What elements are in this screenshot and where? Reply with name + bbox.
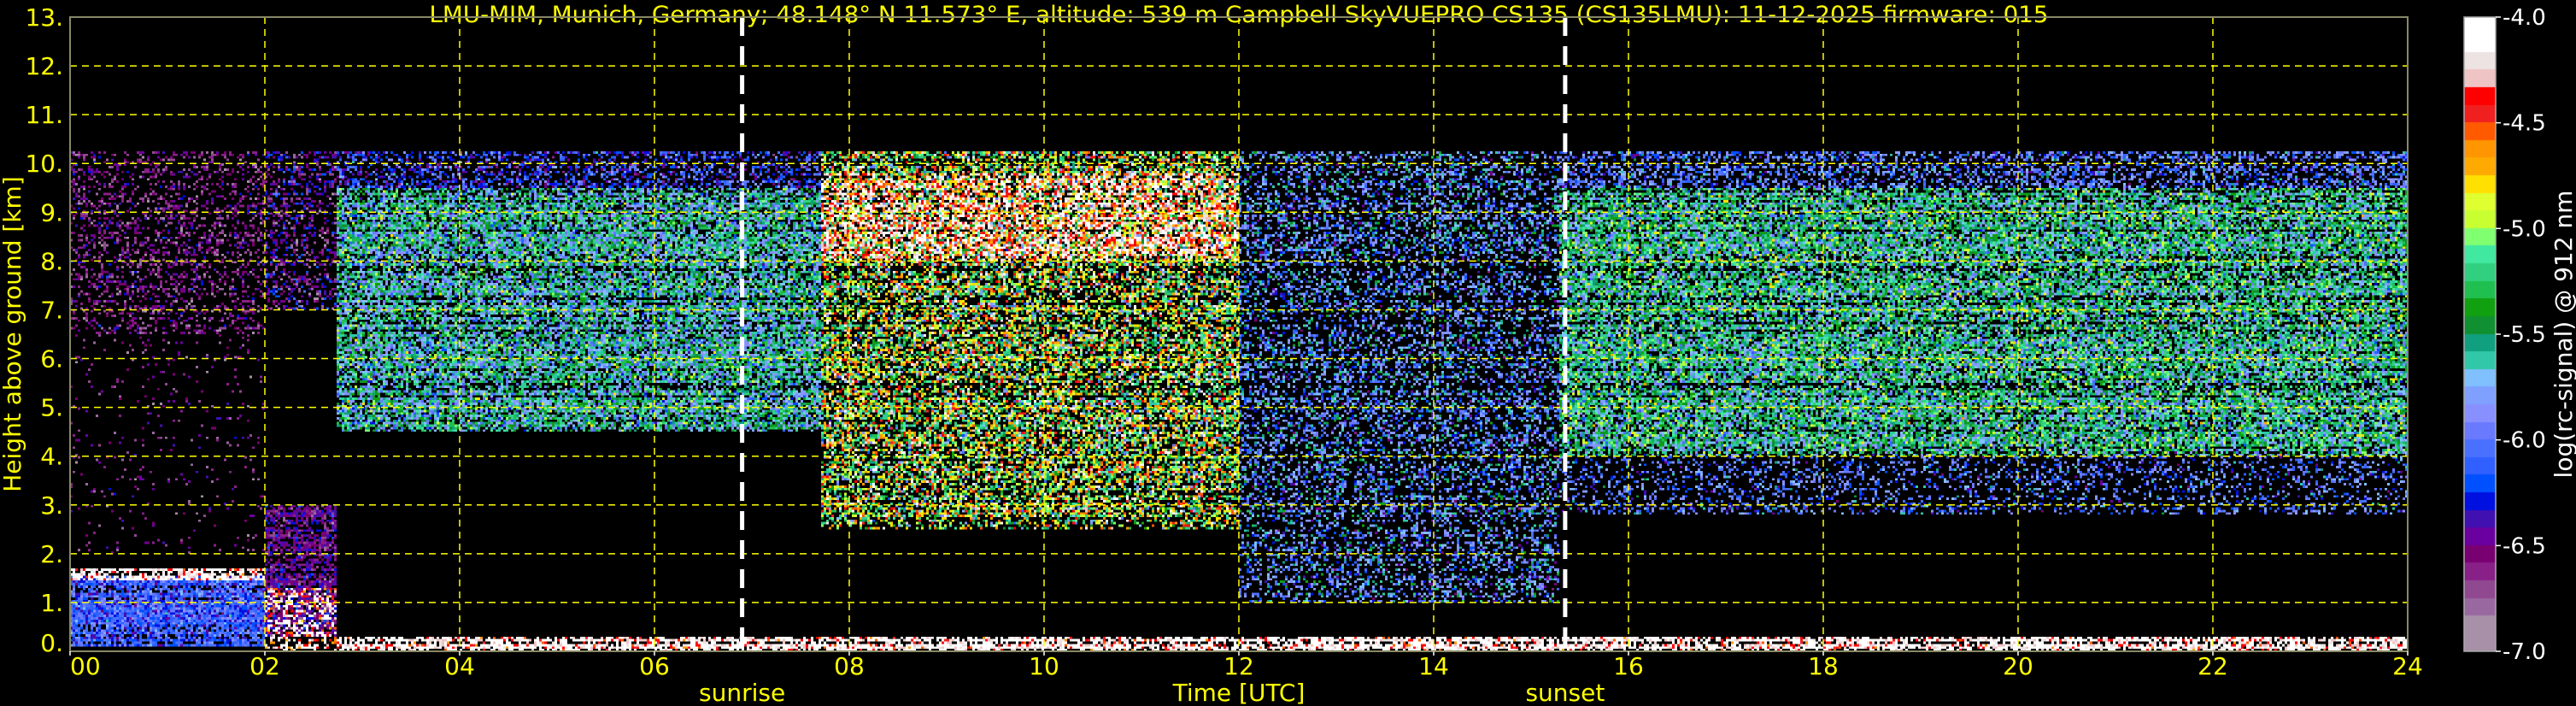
x-tick-label: 22 (2198, 652, 2228, 680)
annotation-label-sunrise: sunrise (699, 679, 785, 706)
colorbar-tick-label: -6.5 (2503, 533, 2546, 559)
y-tick-label: 12. (25, 52, 63, 80)
colorbar (2464, 17, 2496, 651)
colorbar-tick-label: -5.5 (2503, 322, 2546, 348)
x-tick-label: 02 (249, 652, 280, 680)
y-axis-ticks: 0. 1. 2. 3. 4. 5. 6. 7. 8. 9. 10. 11. 12. 13. (25, 3, 63, 657)
x-tick-label: 14 (1418, 652, 1449, 680)
x-tick-label: 10 (1029, 652, 1059, 680)
x-tick-label: 18 (1808, 652, 1839, 680)
y-tick-label: 3. (40, 491, 63, 520)
annotation-label-sunset: sunset (1525, 679, 1605, 706)
colorbar-tick-label: -7.0 (2503, 639, 2546, 665)
y-tick-label: 13. (25, 3, 63, 32)
x-tick-label: 12 (1223, 652, 1254, 680)
y-tick-label: 8. (40, 247, 63, 275)
x-tick-label: 24 (2392, 652, 2423, 680)
chart-title: LMU-MIM, Munich, Germany; 48.148° N 11.5… (430, 2, 2049, 28)
colorbar-frame (2463, 16, 2497, 652)
y-tick-label: 1. (40, 589, 63, 617)
x-axis-label: Time [UTC] (1172, 679, 1306, 706)
y-tick-label: 11. (25, 101, 63, 129)
colorbar-tick-label: -6.0 (2503, 428, 2546, 454)
x-axis-ticks: 00 02 04 06 08 10 12 14 16 18 20 22 24 (69, 651, 2423, 680)
y-tick-label: 9. (40, 198, 63, 227)
y-tick-label: 10. (25, 150, 63, 178)
colorbar-tick-label: -4.5 (2503, 111, 2546, 137)
colorbar-label: log(rc-signal) @ 912 nm (2550, 191, 2576, 479)
x-tick-label: 04 (444, 652, 475, 680)
y-tick-label: 7. (40, 296, 63, 324)
x-tick-label: 00 (70, 652, 101, 680)
x-tick-label: 16 (1613, 652, 1644, 680)
x-tick-label: 20 (2003, 652, 2033, 680)
colorbar-tick-label: -4.0 (2503, 5, 2546, 31)
colorbar-ticks: -4.0 -4.5 -5.0 -5.5 -6.0 -6.5 -7.0 (2496, 5, 2546, 665)
y-tick-label: 5. (40, 394, 63, 422)
sun-annotations: sunrise sunset (699, 17, 1605, 706)
grid-lines (70, 16, 2408, 651)
colorbar-tick-label: -5.0 (2503, 216, 2546, 242)
y-tick-label: 0. (40, 629, 63, 657)
y-tick-label: 4. (40, 443, 63, 471)
x-tick-label: 06 (639, 652, 670, 680)
y-axis-label: Height above ground [km] (0, 176, 26, 492)
y-tick-label: 6. (40, 345, 63, 374)
y-tick-label: 2. (40, 540, 63, 568)
x-tick-label: 08 (834, 652, 865, 680)
